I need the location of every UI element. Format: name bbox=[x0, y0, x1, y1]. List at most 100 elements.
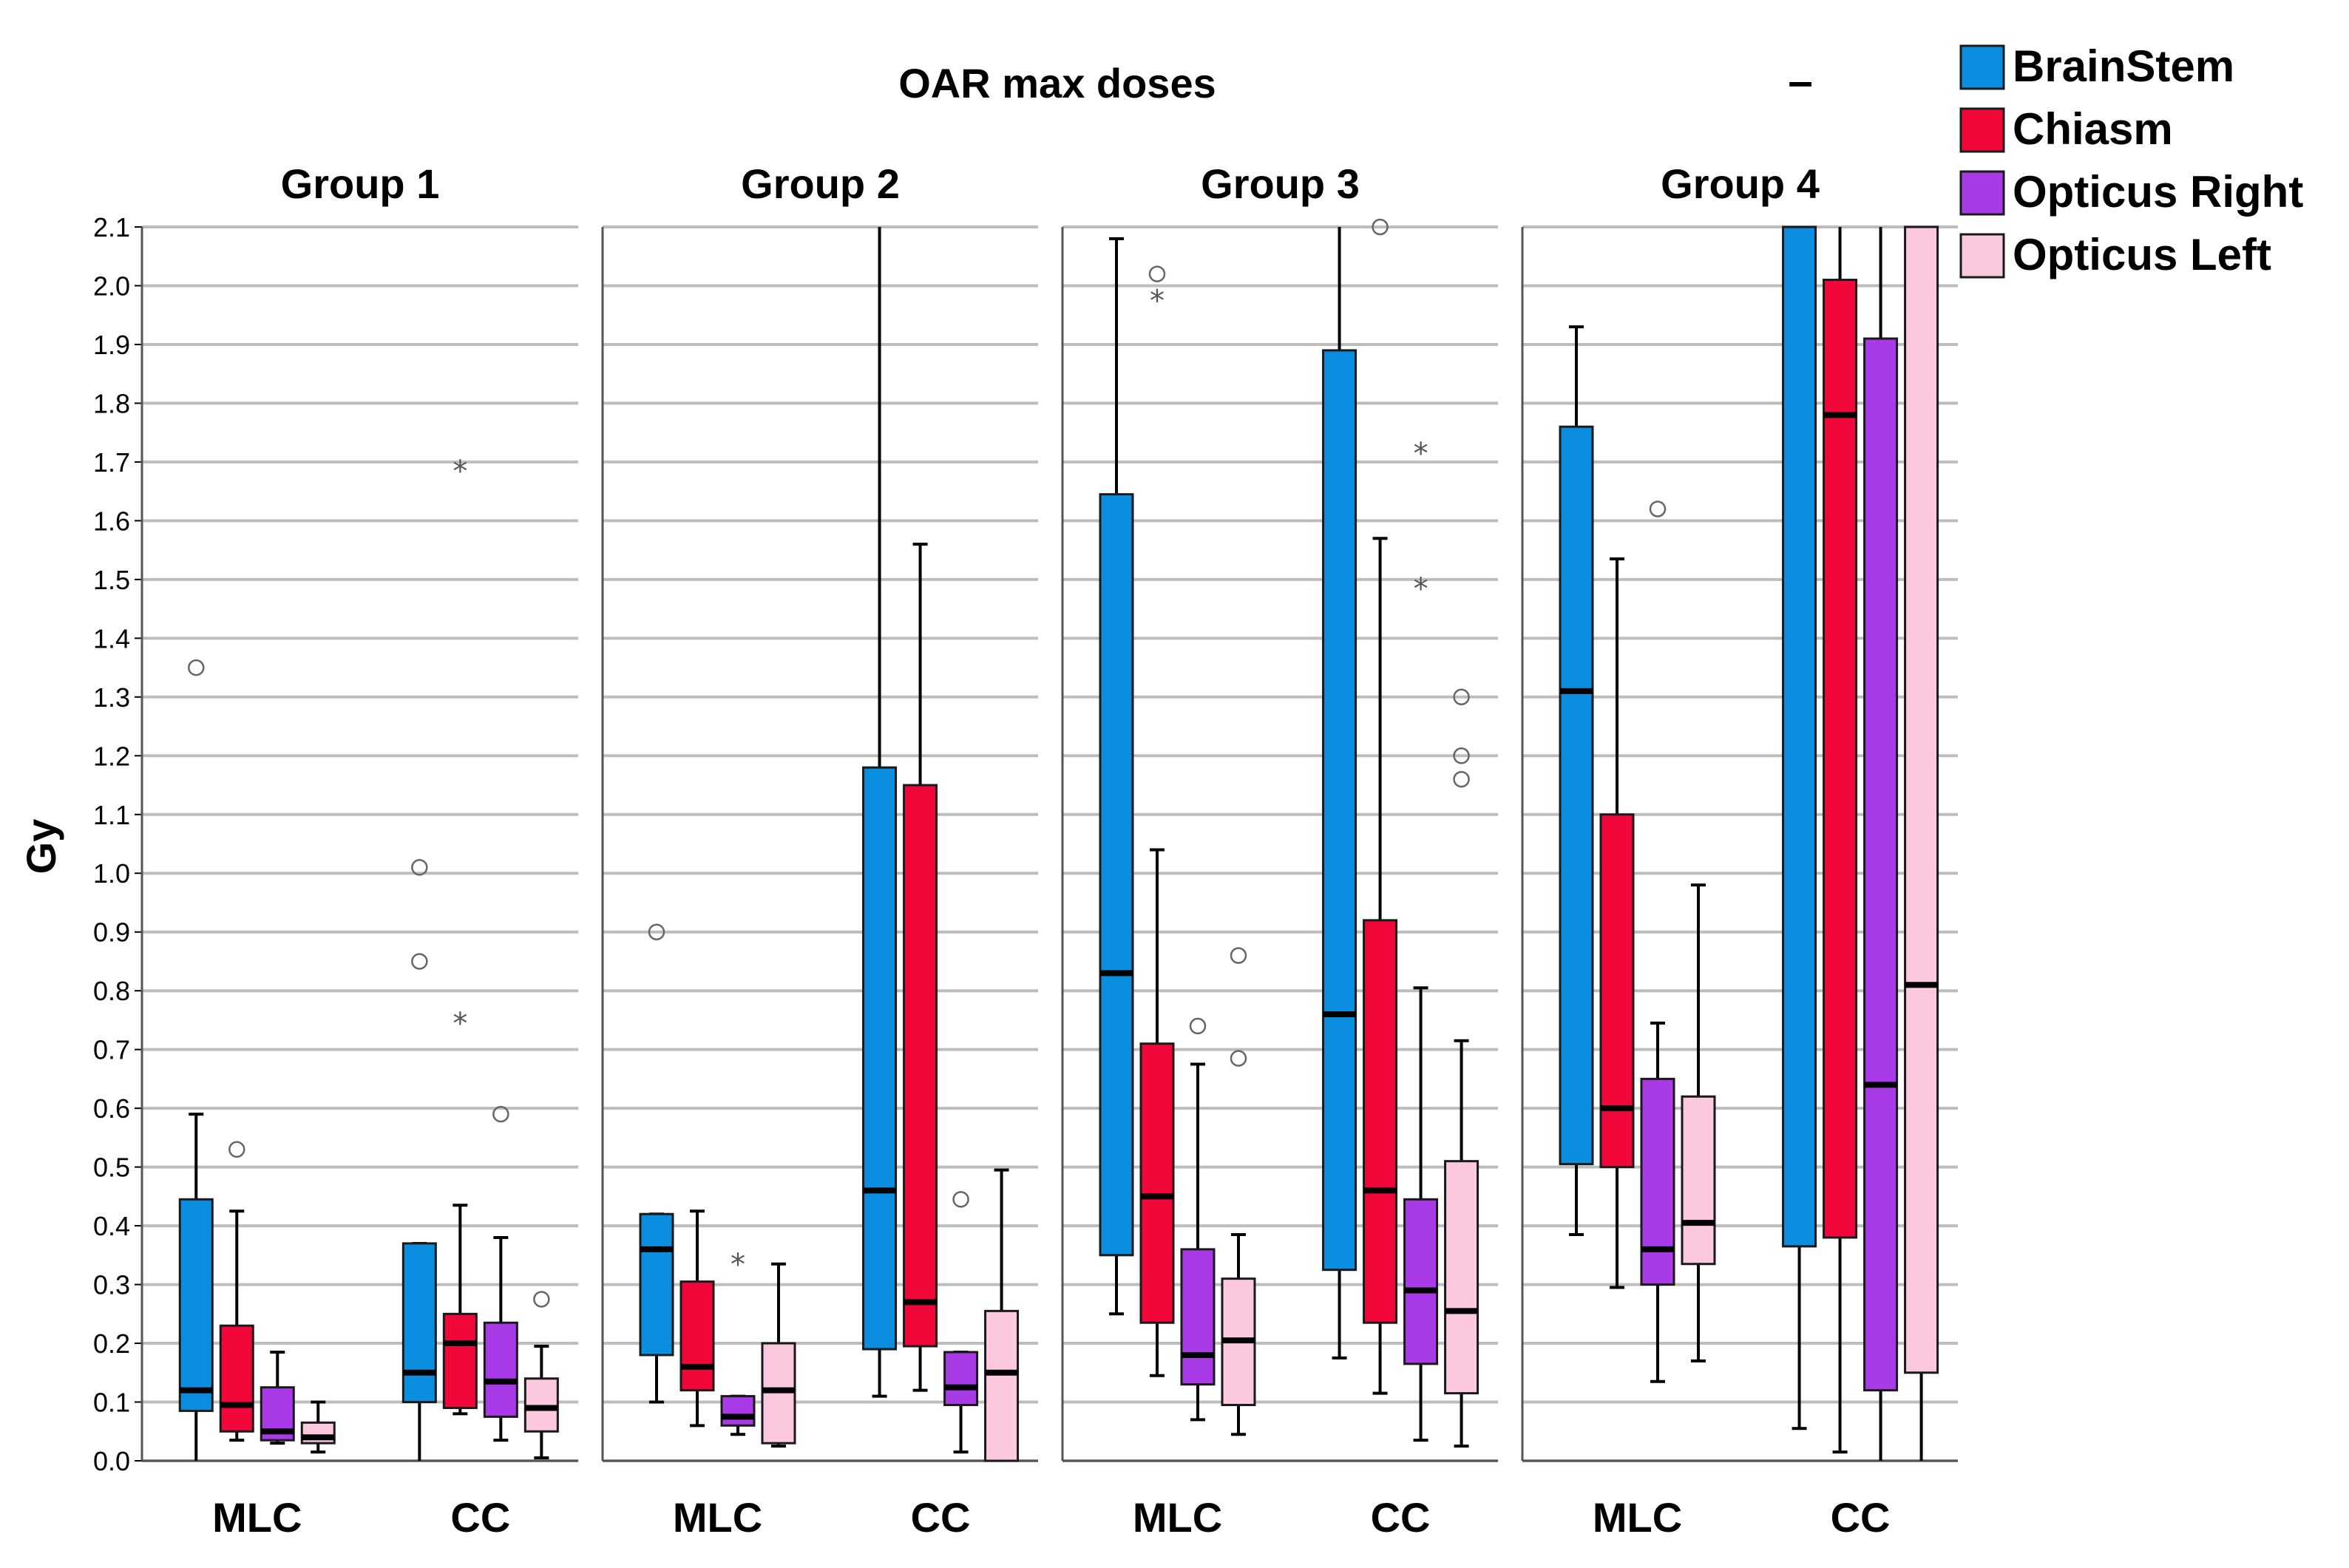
outlier-marker bbox=[1649, 500, 1667, 517]
y-tick-label: 1.3 bbox=[93, 682, 130, 713]
outlier-marker bbox=[228, 1141, 245, 1158]
panel-title: Group 1 bbox=[281, 160, 440, 207]
box-body bbox=[1681, 1095, 1716, 1266]
box-chiasm bbox=[1599, 557, 1635, 1289]
box-chiasm: * bbox=[1139, 265, 1175, 1377]
outlier-marker bbox=[952, 1191, 969, 1208]
outlier-marker bbox=[648, 923, 665, 940]
box-opticus-right bbox=[483, 1105, 518, 1442]
y-tick-label: 1.6 bbox=[93, 506, 130, 536]
y-tick-label: 0.0 bbox=[93, 1446, 130, 1476]
box-body bbox=[679, 1280, 715, 1392]
y-tick-label: 1.1 bbox=[93, 800, 130, 830]
box-chiasm: ** bbox=[442, 455, 478, 1416]
outlier-marker bbox=[411, 953, 428, 970]
box-brainstem bbox=[1782, 225, 1817, 1430]
legend-label: Opticus Right bbox=[2013, 167, 2303, 217]
outlier-marker bbox=[1453, 770, 1470, 788]
box-body bbox=[1099, 493, 1134, 1257]
box-opticus-left bbox=[761, 1262, 796, 1448]
y-tick-label: 0.5 bbox=[93, 1153, 130, 1183]
box-chiasm bbox=[1823, 227, 1858, 1454]
category-label: MLC bbox=[1133, 1494, 1222, 1541]
extreme-outlier-marker: * bbox=[1414, 437, 1428, 471]
extreme-outlier-marker: * bbox=[452, 455, 467, 489]
legend-swatch bbox=[1959, 233, 2005, 279]
legend-item: Opticus Left bbox=[1959, 230, 2271, 279]
box-body bbox=[1180, 1248, 1216, 1386]
box-body bbox=[178, 1198, 214, 1412]
box-opticus-right bbox=[1180, 1017, 1216, 1422]
box-brainstem bbox=[1322, 227, 1357, 1360]
box-opticus-left bbox=[1681, 883, 1716, 1362]
box-body bbox=[1863, 337, 1899, 1392]
box-opticus-right bbox=[1640, 500, 1675, 1383]
box-brainstem bbox=[401, 859, 437, 1461]
box-chiasm bbox=[903, 543, 938, 1392]
legend-item: BrainStem bbox=[1959, 41, 2234, 91]
legend: BrainStem Chiasm Opticus Right Opticus Left… bbox=[1788, 41, 2303, 279]
y-tick-label: 0.4 bbox=[93, 1211, 130, 1241]
box-opticus-right: ** bbox=[1403, 437, 1439, 1442]
extreme-outlier-marker: * bbox=[1414, 572, 1428, 606]
extreme-outlier-marker: * bbox=[1150, 284, 1165, 318]
category-label: CC bbox=[1831, 1494, 1891, 1541]
box-body bbox=[1640, 1077, 1675, 1286]
chart-title: OAR max doses bbox=[898, 60, 1216, 106]
legend-dash-mark: – bbox=[1788, 56, 1812, 106]
box-opticus-right bbox=[1863, 227, 1899, 1461]
y-tick-label: 1.0 bbox=[93, 858, 130, 889]
panel-4: Group 4 MLC CC bbox=[1521, 160, 1958, 1541]
panel-2: Group 2 MLC * CC bbox=[601, 160, 1038, 1541]
panel-title: Group 4 bbox=[1661, 160, 1820, 207]
box-body bbox=[1403, 1198, 1439, 1365]
panel-title: Group 2 bbox=[741, 160, 900, 207]
box-body bbox=[903, 784, 938, 1348]
outlier-marker bbox=[492, 1105, 509, 1123]
box-body bbox=[720, 1395, 756, 1427]
box-body bbox=[1444, 1160, 1479, 1395]
extreme-outlier-marker: * bbox=[731, 1248, 745, 1282]
box-body bbox=[984, 1309, 1020, 1462]
box-opticus-left bbox=[1904, 225, 1939, 1461]
y-tick-label: 1.2 bbox=[93, 741, 130, 771]
box-opticus-left bbox=[300, 1400, 336, 1454]
legend-swatch bbox=[1959, 170, 2005, 216]
box-body bbox=[219, 1324, 254, 1433]
box-body bbox=[639, 1212, 674, 1357]
box-opticus-right bbox=[943, 1191, 979, 1454]
box-opticus-left bbox=[1444, 688, 1479, 1448]
box-body bbox=[1139, 1042, 1175, 1324]
outlier-marker bbox=[411, 859, 428, 876]
box-brainstem bbox=[862, 227, 898, 1398]
y-tick-label: 0.7 bbox=[93, 1035, 130, 1065]
y-tick-label: 0.8 bbox=[93, 976, 130, 1006]
outlier-marker bbox=[1230, 947, 1247, 964]
y-tick-label: 0.9 bbox=[93, 917, 130, 948]
box-body bbox=[483, 1321, 518, 1418]
outlier-marker bbox=[1372, 218, 1389, 236]
y-tick-label: 0.3 bbox=[93, 1270, 130, 1300]
box-body bbox=[943, 1351, 979, 1406]
category-label: MLC bbox=[673, 1494, 762, 1541]
outlier-marker bbox=[1453, 688, 1470, 706]
outlier-marker bbox=[533, 1291, 550, 1308]
category-label: CC bbox=[1371, 1494, 1431, 1541]
box-opticus-left bbox=[1221, 947, 1256, 1436]
category-label: MLC bbox=[1593, 1494, 1682, 1541]
plot-area: 0.0 0.1 0.2 0.3 0.4 0.5 0.6 0.7 0.8 0.9 1.0 1.1 1.2 1… bbox=[93, 160, 1958, 1541]
outlier-marker bbox=[1189, 1017, 1207, 1035]
y-tick-label: 1.7 bbox=[93, 447, 130, 478]
legend-item: Opticus Right bbox=[1959, 167, 2303, 217]
legend-swatch bbox=[1959, 44, 2005, 90]
box-body bbox=[1904, 225, 1939, 1374]
y-tick-label: 1.9 bbox=[93, 330, 130, 360]
box-brainstem bbox=[178, 659, 214, 1461]
box-brainstem bbox=[1099, 237, 1134, 1316]
box-body bbox=[1782, 225, 1817, 1248]
category-label: MLC bbox=[212, 1494, 302, 1541]
box-opticus-right bbox=[260, 1350, 295, 1445]
